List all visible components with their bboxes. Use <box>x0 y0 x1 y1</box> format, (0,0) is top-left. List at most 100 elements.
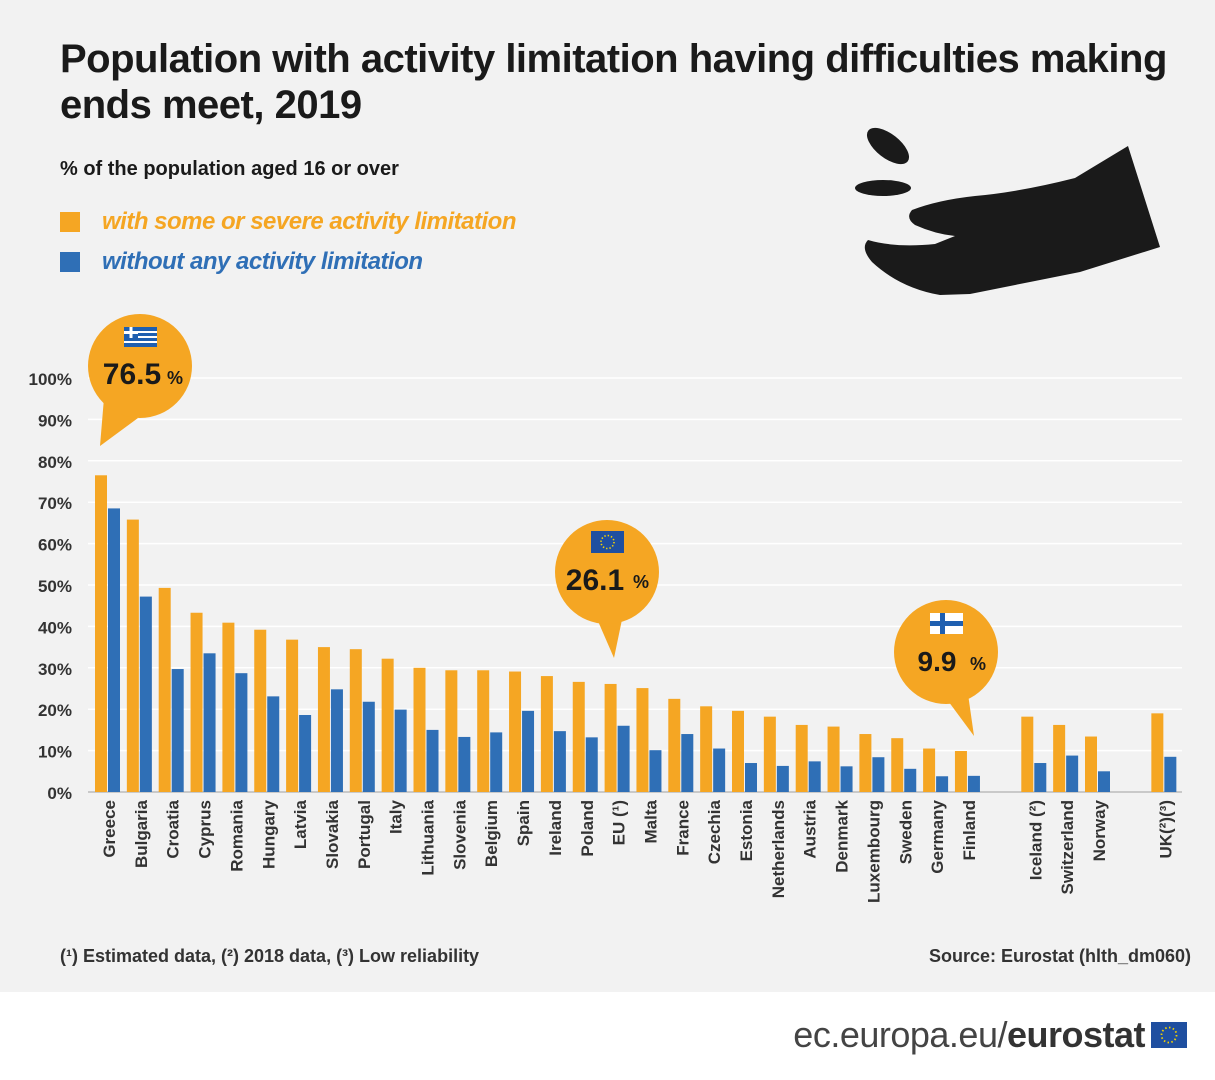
bar-limitation <box>509 671 522 792</box>
bar-limitation <box>190 612 203 792</box>
chart-subtitle: % of the population aged 16 or over <box>60 158 399 180</box>
chart-panel: Population with activity limitation havi… <box>0 0 1215 992</box>
y-tick-label: 40% <box>38 618 72 637</box>
bar-no-limitation <box>267 696 280 792</box>
x-category-label: Bulgaria <box>132 799 151 868</box>
bar-limitation <box>795 724 808 792</box>
bar-limitation <box>254 629 267 792</box>
bar-limitation <box>1151 713 1164 792</box>
bar-limitation <box>158 587 171 792</box>
bar-limitation <box>572 681 585 792</box>
x-category-label: Malta <box>641 799 660 843</box>
finland-flag-icon <box>930 613 963 634</box>
x-category-label: Slovakia <box>323 799 342 869</box>
x-category-label: Italy <box>387 799 406 834</box>
bar-no-limitation <box>585 737 598 792</box>
y-tick-label: 0% <box>47 784 72 803</box>
bar-no-limitation <box>1066 755 1079 792</box>
legend-label-limitation: with some or severe activity limitation <box>102 208 516 235</box>
y-tick-label: 60% <box>38 536 72 555</box>
bar-limitation <box>349 649 362 792</box>
callout-finland: 9.9 % <box>894 600 998 736</box>
x-category-label: Luxembourg <box>864 800 883 903</box>
legend-swatch-no-limitation <box>60 252 80 272</box>
legend-label-no-limitation: without any activity limitation <box>102 248 423 275</box>
x-category-label: Ireland <box>546 800 565 856</box>
bar-no-limitation <box>330 689 343 792</box>
bar-limitation <box>732 710 744 792</box>
bar-no-limitation <box>522 710 535 792</box>
bar-limitation <box>954 751 967 792</box>
bar-no-limitation <box>139 596 152 792</box>
eu-flag-icon <box>591 531 624 553</box>
bar-limitation <box>540 676 553 792</box>
bar-no-limitation <box>490 732 503 792</box>
callout-eu-value: 26.1 <box>566 564 624 597</box>
bar-chart: 0% 10% 20% 30% 40% 50% 60% 70% 80% 90% 100% Greece B… <box>29 127 1182 903</box>
x-category-label: Sweden <box>896 800 915 864</box>
y-tick-label: 80% <box>38 453 72 472</box>
bar-limitation <box>477 670 490 792</box>
x-category-label: Estonia <box>737 799 756 861</box>
y-tick-label: 10% <box>38 743 72 762</box>
bar-no-limitation <box>1098 771 1110 792</box>
x-category-label: Slovenia <box>450 799 469 869</box>
footnote: (¹) Estimated data, (²) 2018 data, (³) L… <box>60 946 480 966</box>
x-category-label: Austria <box>801 799 820 858</box>
bar-limitation <box>1085 736 1097 792</box>
bar-limitation <box>222 622 235 792</box>
y-tick-label: 30% <box>38 660 72 679</box>
callout-eu-unit: % <box>633 572 649 592</box>
x-category-label: Hungary <box>259 799 278 869</box>
x-category-label: Greece <box>100 800 119 858</box>
x-category-label: Switzerland <box>1058 800 1077 894</box>
legend-swatch-limitation <box>60 212 80 232</box>
bar-no-limitation <box>713 748 726 792</box>
bar-no-limitation <box>458 736 471 792</box>
bar-no-limitation <box>553 731 566 792</box>
hand-receiving-coins-icon <box>855 127 1160 295</box>
bar-limitation <box>604 683 617 792</box>
x-category-label: Lithuania <box>419 799 438 875</box>
x-category-label: Croatia <box>164 799 183 858</box>
bar-no-limitation <box>1034 763 1047 792</box>
x-category-label: Poland <box>578 800 597 857</box>
bar-no-limitation <box>840 766 853 792</box>
greece-flag-icon <box>124 327 157 347</box>
bar-no-limitation <box>872 757 885 792</box>
bar-no-limitation <box>681 734 694 792</box>
y-tick-label: 20% <box>38 701 72 720</box>
bar-no-limitation <box>426 729 439 792</box>
site-url: ec.europa.eu/eurostat <box>793 1014 1145 1056</box>
x-category-label: France <box>673 800 692 856</box>
bar-limitation <box>700 706 713 792</box>
bar-limitation <box>859 734 872 792</box>
bar-no-limitation <box>394 709 407 792</box>
bar-limitation <box>445 670 458 792</box>
x-category-label: Portugal <box>355 800 374 869</box>
bar-limitation <box>668 698 681 792</box>
bar-no-limitation <box>967 775 980 792</box>
bar-no-limitation <box>776 765 789 792</box>
y-tick-label: 100% <box>29 370 72 389</box>
bar-limitation <box>381 658 394 792</box>
bar-no-limitation <box>203 653 216 792</box>
site-url-prefix: ec.europa.eu/ <box>793 1014 1007 1055</box>
bar-limitation <box>763 716 776 792</box>
bar-no-limitation <box>808 761 821 792</box>
x-category-label: Denmark <box>833 799 852 872</box>
x-category-label: Finland <box>960 800 979 860</box>
bar-no-limitation <box>171 669 184 792</box>
bar-no-limitation <box>745 763 757 792</box>
bar-limitation <box>413 667 426 792</box>
bar-no-limitation <box>362 701 375 792</box>
x-category-label: Netherlands <box>769 800 788 898</box>
x-category-label: Spain <box>514 800 533 846</box>
bar-limitation <box>1021 716 1034 792</box>
x-category-label: Latvia <box>291 799 310 849</box>
callout-eu: 26.1 % <box>555 520 659 658</box>
bar-no-limitation <box>649 750 662 792</box>
legend-item-limitation: with some or severe activity limitation <box>60 208 516 236</box>
x-category-label: EU (¹) <box>610 800 629 845</box>
source-note: Source: Eurostat (hlth_dm060) <box>928 946 1191 966</box>
